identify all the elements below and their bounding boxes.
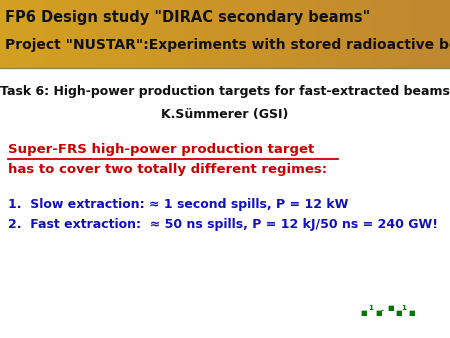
Bar: [400, 0, 405, 68]
Bar: [445, 0, 450, 68]
Text: K.Sümmerer (GSI): K.Sümmerer (GSI): [161, 108, 289, 121]
Bar: [95, 0, 101, 68]
Bar: [56, 0, 62, 68]
Bar: [326, 0, 332, 68]
Text: ■: ■: [408, 310, 414, 316]
Text: Project "NUSTAR":Experiments with stored radioactive beams: Project "NUSTAR":Experiments with stored…: [5, 38, 450, 52]
Bar: [259, 0, 265, 68]
Bar: [220, 0, 225, 68]
Bar: [124, 0, 130, 68]
Bar: [287, 0, 292, 68]
Text: -: -: [381, 308, 384, 314]
Bar: [416, 0, 422, 68]
Bar: [394, 0, 400, 68]
Bar: [68, 0, 73, 68]
Bar: [152, 0, 158, 68]
Bar: [214, 0, 220, 68]
Bar: [85, 0, 90, 68]
Bar: [236, 0, 242, 68]
Bar: [62, 0, 68, 68]
Bar: [202, 0, 208, 68]
Bar: [405, 0, 410, 68]
Bar: [11, 0, 17, 68]
Bar: [265, 0, 270, 68]
Text: Super-FRS high-power production target: Super-FRS high-power production target: [8, 143, 314, 156]
Text: ■: ■: [360, 310, 367, 316]
Bar: [248, 0, 253, 68]
Bar: [40, 0, 45, 68]
Bar: [163, 0, 169, 68]
Bar: [101, 0, 107, 68]
Bar: [50, 0, 56, 68]
Bar: [422, 0, 427, 68]
Bar: [230, 0, 236, 68]
Bar: [112, 0, 118, 68]
Bar: [332, 0, 338, 68]
Bar: [242, 0, 248, 68]
Bar: [428, 0, 433, 68]
Bar: [197, 0, 202, 68]
Bar: [439, 0, 445, 68]
Bar: [118, 0, 124, 68]
Bar: [360, 0, 365, 68]
Bar: [253, 0, 259, 68]
Bar: [388, 0, 394, 68]
Text: ■: ■: [375, 310, 382, 316]
Bar: [304, 0, 310, 68]
Text: 1: 1: [401, 305, 406, 311]
Bar: [310, 0, 315, 68]
Bar: [158, 0, 163, 68]
Bar: [225, 0, 230, 68]
Bar: [281, 0, 287, 68]
Bar: [298, 0, 304, 68]
Bar: [355, 0, 360, 68]
Bar: [0, 0, 5, 68]
Bar: [275, 0, 281, 68]
Text: 1.  Slow extraction: ≈ 1 second spills, P = 12 kW: 1. Slow extraction: ≈ 1 second spills, P…: [8, 198, 348, 211]
Text: ■: ■: [395, 310, 401, 316]
Text: Task 6: High-power production targets for fast-extracted beams: Task 6: High-power production targets fo…: [0, 85, 450, 98]
Bar: [169, 0, 175, 68]
Bar: [292, 0, 298, 68]
Text: has to cover two totally different regimes:: has to cover two totally different regim…: [8, 163, 327, 176]
Bar: [320, 0, 326, 68]
Bar: [17, 0, 22, 68]
Bar: [377, 0, 382, 68]
Bar: [140, 0, 146, 68]
Bar: [175, 0, 180, 68]
Bar: [79, 0, 85, 68]
Bar: [5, 0, 11, 68]
Bar: [382, 0, 388, 68]
Bar: [130, 0, 135, 68]
Bar: [34, 0, 40, 68]
Bar: [180, 0, 185, 68]
Bar: [45, 0, 50, 68]
Bar: [107, 0, 112, 68]
Bar: [433, 0, 439, 68]
Bar: [146, 0, 152, 68]
Text: 1: 1: [368, 305, 373, 311]
Text: 2.  Fast extraction:  ≈ 50 ns spills, P = 12 kJ/50 ns = 240 GW!: 2. Fast extraction: ≈ 50 ns spills, P = …: [8, 218, 438, 231]
Bar: [371, 0, 377, 68]
Bar: [410, 0, 416, 68]
Bar: [338, 0, 343, 68]
Bar: [365, 0, 371, 68]
Bar: [270, 0, 275, 68]
Bar: [185, 0, 191, 68]
Bar: [343, 0, 349, 68]
Text: ■: ■: [387, 305, 394, 311]
Bar: [208, 0, 214, 68]
Bar: [90, 0, 95, 68]
Bar: [22, 0, 28, 68]
Bar: [349, 0, 355, 68]
Bar: [315, 0, 320, 68]
Bar: [135, 0, 140, 68]
Bar: [191, 0, 197, 68]
Bar: [73, 0, 79, 68]
Text: FP6 Design study "DIRAC secondary beams": FP6 Design study "DIRAC secondary beams": [5, 10, 370, 25]
Bar: [28, 0, 34, 68]
